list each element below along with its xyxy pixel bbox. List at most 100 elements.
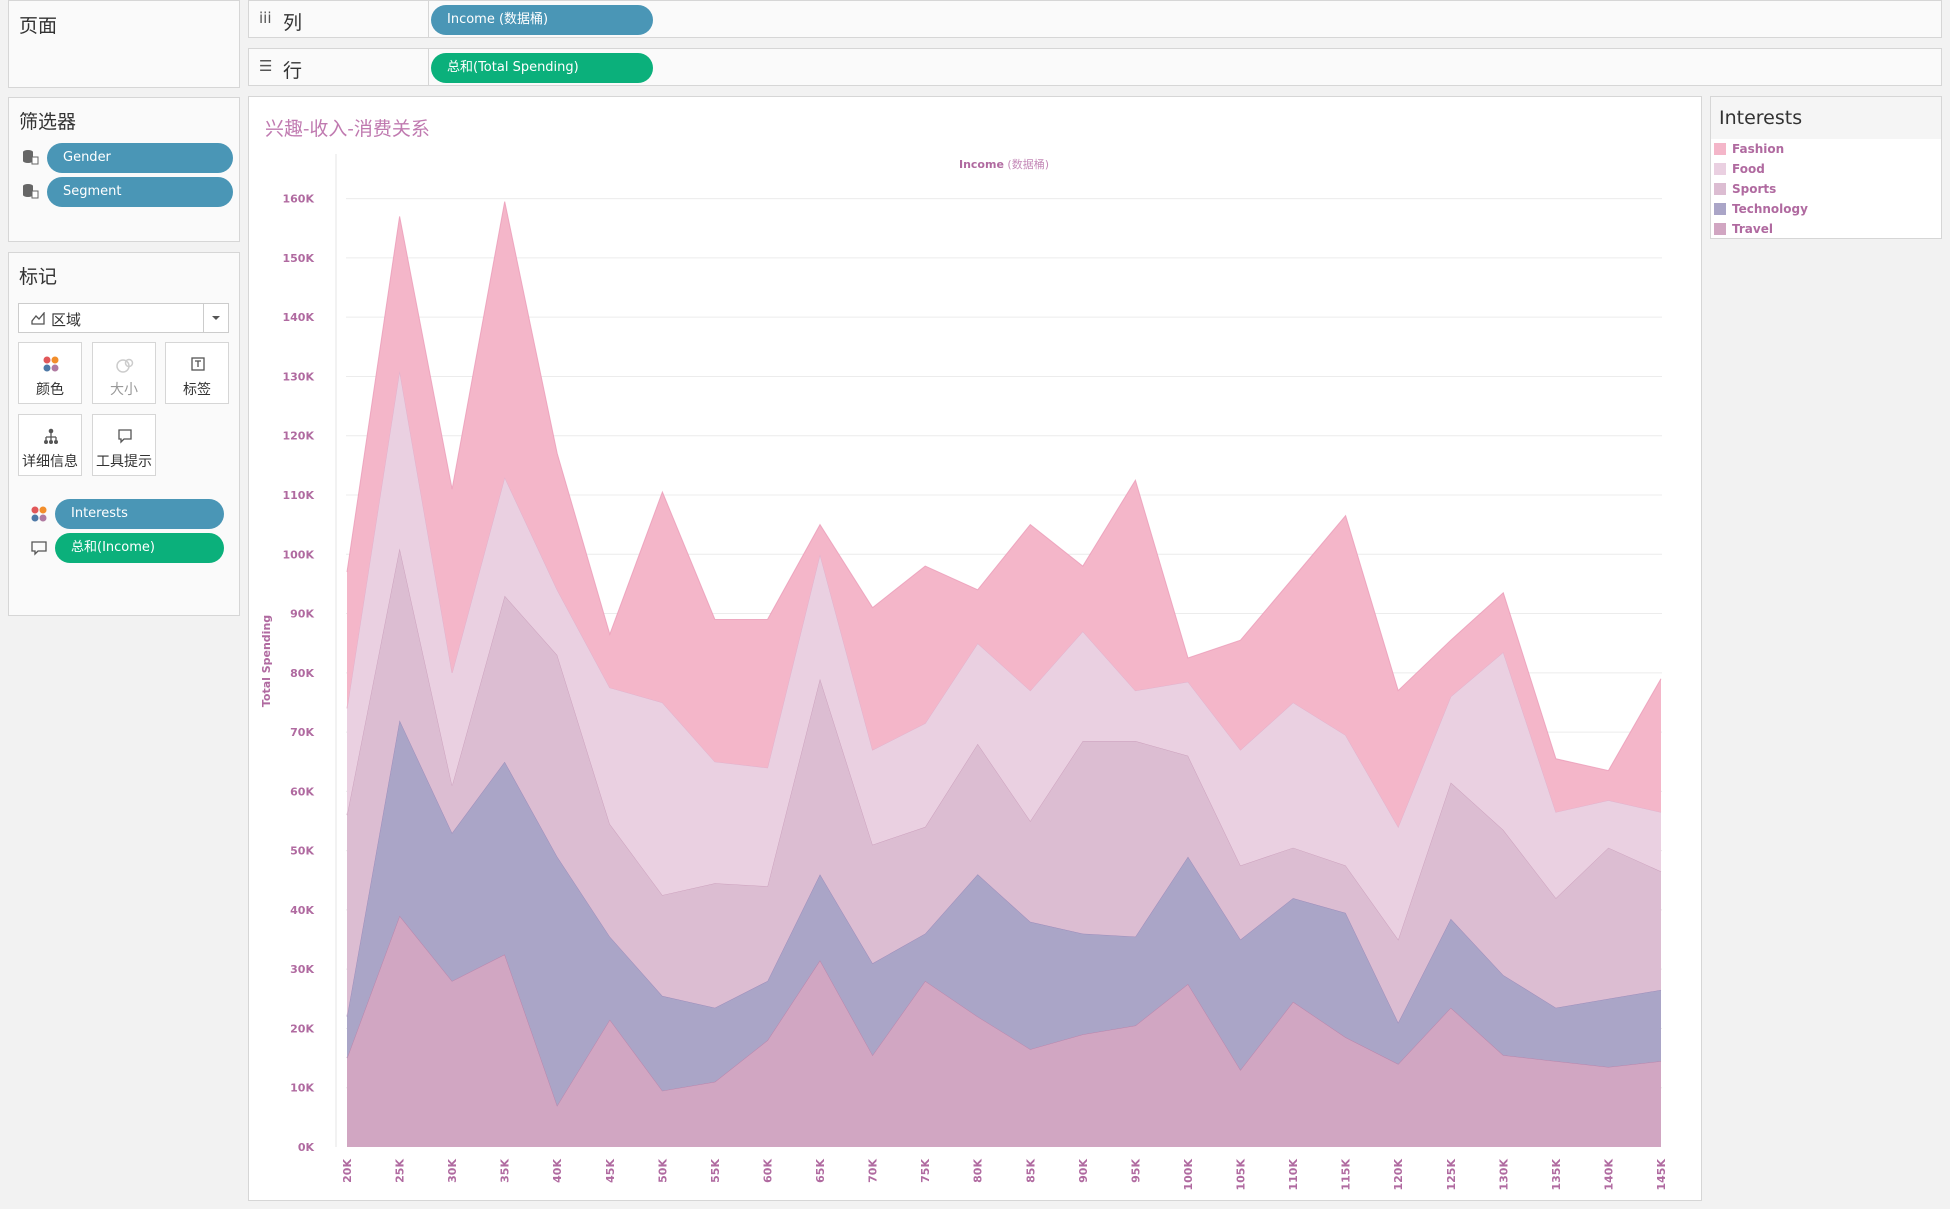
x-tick-label: 145K	[1655, 1159, 1668, 1191]
marks-detail-button[interactable]: 详细信息	[18, 414, 82, 476]
rows-shelf[interactable]: ☰ 行 总和(Total Spending)	[248, 48, 1942, 86]
tooltip-icon	[31, 541, 47, 556]
x-tick-label: 80K	[972, 1159, 985, 1183]
y-tick-label: 50K	[290, 845, 314, 858]
filter-pill-gender[interactable]: Gender	[47, 143, 233, 173]
rows-pill-total-spending[interactable]: 总和(Total Spending)	[431, 53, 653, 83]
columns-icon: iii	[259, 9, 272, 27]
y-axis-title: Total Spending	[260, 615, 273, 707]
x-tick-label: 100K	[1182, 1159, 1195, 1191]
dropdown-divider	[203, 304, 204, 332]
y-tick-label: 160K	[283, 193, 315, 206]
x-tick-label: 45K	[604, 1159, 617, 1183]
columns-shelf-label: 列	[283, 12, 303, 34]
x-tick-label: 20K	[341, 1159, 354, 1183]
y-tick-label: 60K	[290, 785, 314, 798]
legend-item-label: Technology	[1732, 202, 1808, 216]
x-tick-label: 130K	[1497, 1159, 1510, 1191]
y-tick-label: 150K	[283, 252, 315, 265]
x-tick-label: 135K	[1550, 1159, 1563, 1191]
chart-svg: 0K 10K 20K 30K 40K 50K 60K 70K 80K 90K 100K 110K 120…	[260, 154, 1668, 1191]
x-tick-label: 125K	[1445, 1159, 1458, 1191]
legend-header	[1711, 97, 1941, 139]
x-tick-label: 65K	[814, 1159, 827, 1183]
x-tick-label: 55K	[709, 1159, 722, 1183]
y-tick-label: 40K	[290, 904, 314, 917]
legend-item-label: Travel	[1732, 222, 1773, 236]
columns-pill-income[interactable]: Income (数据桶)	[431, 5, 653, 35]
marks-color-label: 颜色	[36, 382, 64, 398]
legend-swatch	[1714, 163, 1726, 175]
chevron-down-icon[interactable]	[211, 315, 221, 321]
y-tick-label: 20K	[290, 1022, 314, 1035]
tooltip-icon	[118, 429, 132, 444]
filters-panel-title: 筛选器	[19, 111, 77, 133]
x-tick-label: 90K	[1077, 1159, 1090, 1183]
x-tick-label: 120K	[1392, 1159, 1405, 1191]
pages-panel-title: 页面	[19, 15, 58, 37]
marks-field-income[interactable]: 总和(Income)	[55, 533, 224, 563]
color-dots-icon	[43, 356, 59, 372]
mark-type-dropdown[interactable]: 区域	[18, 303, 229, 333]
marks-tooltip-label: 工具提示	[96, 454, 152, 470]
pages-panel[interactable]: 页面	[8, 0, 240, 88]
y-tick-label: 30K	[290, 963, 314, 976]
marks-panel-title: 标记	[19, 266, 58, 288]
series-line-fashion	[346, 201, 1662, 772]
x-tick-label: 70K	[867, 1159, 880, 1183]
marks-size-button[interactable]: 大小	[92, 342, 156, 404]
legend-title: Interests	[1719, 107, 1803, 129]
marks-size-label: 大小	[110, 382, 138, 398]
x-tick-label: 30K	[446, 1159, 459, 1183]
x-axis-title: Income (数据桶)	[959, 157, 1049, 171]
area-chart-icon	[31, 312, 45, 325]
columns-shelf[interactable]: iii 列 Income (数据桶)	[248, 0, 1942, 38]
y-tick-label: 100K	[283, 548, 315, 561]
area-series-technology	[347, 720, 1661, 1106]
rows-shelf-label: 行	[283, 60, 303, 82]
legend-swatch	[1714, 143, 1726, 155]
chart-title: 兴趣-收入-消费关系	[265, 118, 430, 140]
area-series-sports	[347, 548, 1661, 1023]
x-tick-label: 25K	[394, 1159, 407, 1183]
label-icon	[191, 357, 205, 371]
marks-detail-label: 详细信息	[22, 454, 78, 470]
filter-pill-segment[interactable]: Segment	[47, 177, 233, 207]
x-tick-label: 75K	[919, 1159, 932, 1183]
database-filter-icon	[23, 150, 39, 165]
legend-item-label: Fashion	[1732, 142, 1785, 156]
area-series-fashion	[347, 201, 1661, 827]
area-series-travel	[347, 915, 1661, 1147]
legend-item-label: Sports	[1732, 182, 1777, 196]
mark-type-label: 区域	[51, 311, 82, 329]
detail-icon	[44, 428, 58, 444]
y-tick-label: 120K	[283, 430, 315, 443]
marks-field-interests[interactable]: Interests	[55, 499, 224, 529]
size-icon	[116, 358, 134, 373]
x-tick-label: 60K	[761, 1159, 774, 1183]
x-tick-label: 95K	[1129, 1159, 1142, 1183]
y-tick-label: 130K	[283, 370, 315, 383]
x-tick-label: 40K	[551, 1159, 564, 1183]
legend-swatch	[1714, 223, 1726, 235]
filters-panel[interactable]: 筛选器 Gender Segment	[8, 97, 240, 242]
y-tick-label: 10K	[290, 1082, 314, 1095]
legend-swatch	[1714, 183, 1726, 195]
x-tick-label: 115K	[1340, 1159, 1353, 1191]
y-tick-label: 140K	[283, 311, 315, 324]
legend-panel[interactable]: Interests	[1710, 96, 1942, 239]
y-tick-label: 110K	[283, 489, 315, 502]
x-tick-label: 140K	[1602, 1159, 1615, 1191]
marks-label-button[interactable]: 标签	[165, 342, 229, 404]
y-tick-label: 90K	[290, 608, 314, 621]
rows-shelf-label-cell: ☰ 行	[249, 49, 429, 85]
legend-swatch	[1714, 203, 1726, 215]
area-series-food	[347, 370, 1661, 940]
marks-color-button[interactable]: 颜色	[18, 342, 82, 404]
marks-tooltip-button[interactable]: 工具提示	[92, 414, 156, 476]
marks-label-label: 标签	[183, 382, 211, 398]
database-filter-icon	[23, 184, 39, 199]
columns-shelf-label-cell: iii 列	[249, 1, 429, 37]
x-tick-label: 50K	[656, 1159, 669, 1183]
x-tick-label: 85K	[1024, 1159, 1037, 1183]
